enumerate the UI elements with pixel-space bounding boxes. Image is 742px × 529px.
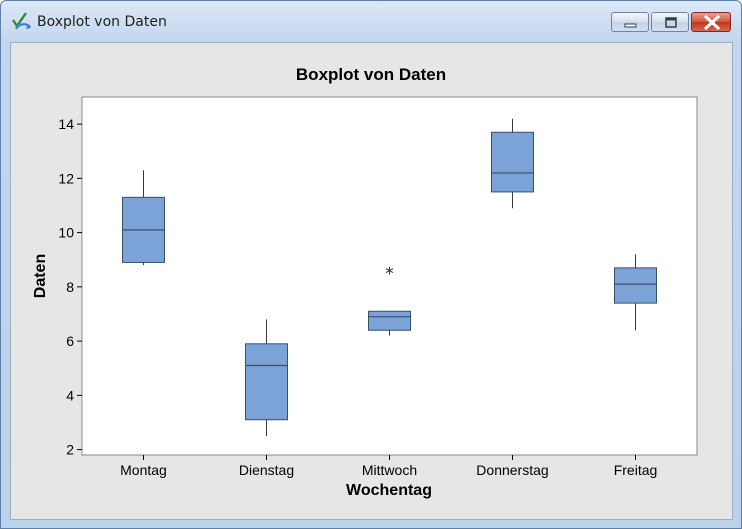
maximize-button[interactable] xyxy=(651,12,689,32)
minitab-graph-icon xyxy=(12,12,31,30)
box-donnerstag xyxy=(491,118,534,209)
close-icon xyxy=(703,14,721,31)
maximize-icon xyxy=(665,17,677,28)
box-mittwoch xyxy=(368,266,411,336)
minimize-icon xyxy=(624,23,637,28)
x-tick-label: Freitag xyxy=(614,462,658,478)
y-axis: 2 4 6 8 10 12 14 xyxy=(58,116,82,458)
boxplot-chart: Boxplot von Daten 2 4 6 8 10 12 14 Montag Diens… xyxy=(32,65,698,499)
box-freitag xyxy=(614,254,657,331)
x-tick-label: Mittwoch xyxy=(362,462,417,478)
y-tick-label: 14 xyxy=(58,116,74,132)
x-axis-label: Wochentag xyxy=(346,482,432,499)
chart-title: Boxplot von Daten xyxy=(296,65,446,84)
box-iqr xyxy=(614,267,657,304)
boxes xyxy=(122,118,657,437)
y-axis-label: Daten xyxy=(32,254,49,298)
box-iqr xyxy=(245,343,288,421)
x-tick-label: Donnerstag xyxy=(476,462,548,478)
y-tick-label: 12 xyxy=(58,170,74,186)
box-dienstag xyxy=(245,319,288,437)
plot-area xyxy=(81,96,698,456)
x-tick-label: Montag xyxy=(120,462,167,478)
x-tick-label: Dienstag xyxy=(239,462,294,478)
outlier-marker xyxy=(385,266,394,275)
y-tick-label: 4 xyxy=(66,387,74,403)
x-axis: Montag Dienstag Mittwoch Donnerstag Freitag xyxy=(120,455,657,478)
y-tick-label: 8 xyxy=(66,279,74,295)
graph-client-area: Boxplot von Daten 2 4 6 8 10 12 14 Montag Diens… xyxy=(10,42,733,520)
y-tick-label: 2 xyxy=(66,442,74,458)
window-title: Boxplot von Daten xyxy=(37,14,167,30)
y-tick-label: 10 xyxy=(58,225,74,241)
close-button[interactable] xyxy=(691,12,731,32)
outlier-stroke xyxy=(385,268,394,274)
minimize-button[interactable] xyxy=(611,12,649,32)
box-iqr xyxy=(491,131,534,193)
title-bar[interactable]: Boxplot von Daten xyxy=(1,1,741,41)
box-iqr xyxy=(368,310,411,331)
box-montag xyxy=(122,170,165,266)
y-tick-label: 6 xyxy=(66,333,74,349)
